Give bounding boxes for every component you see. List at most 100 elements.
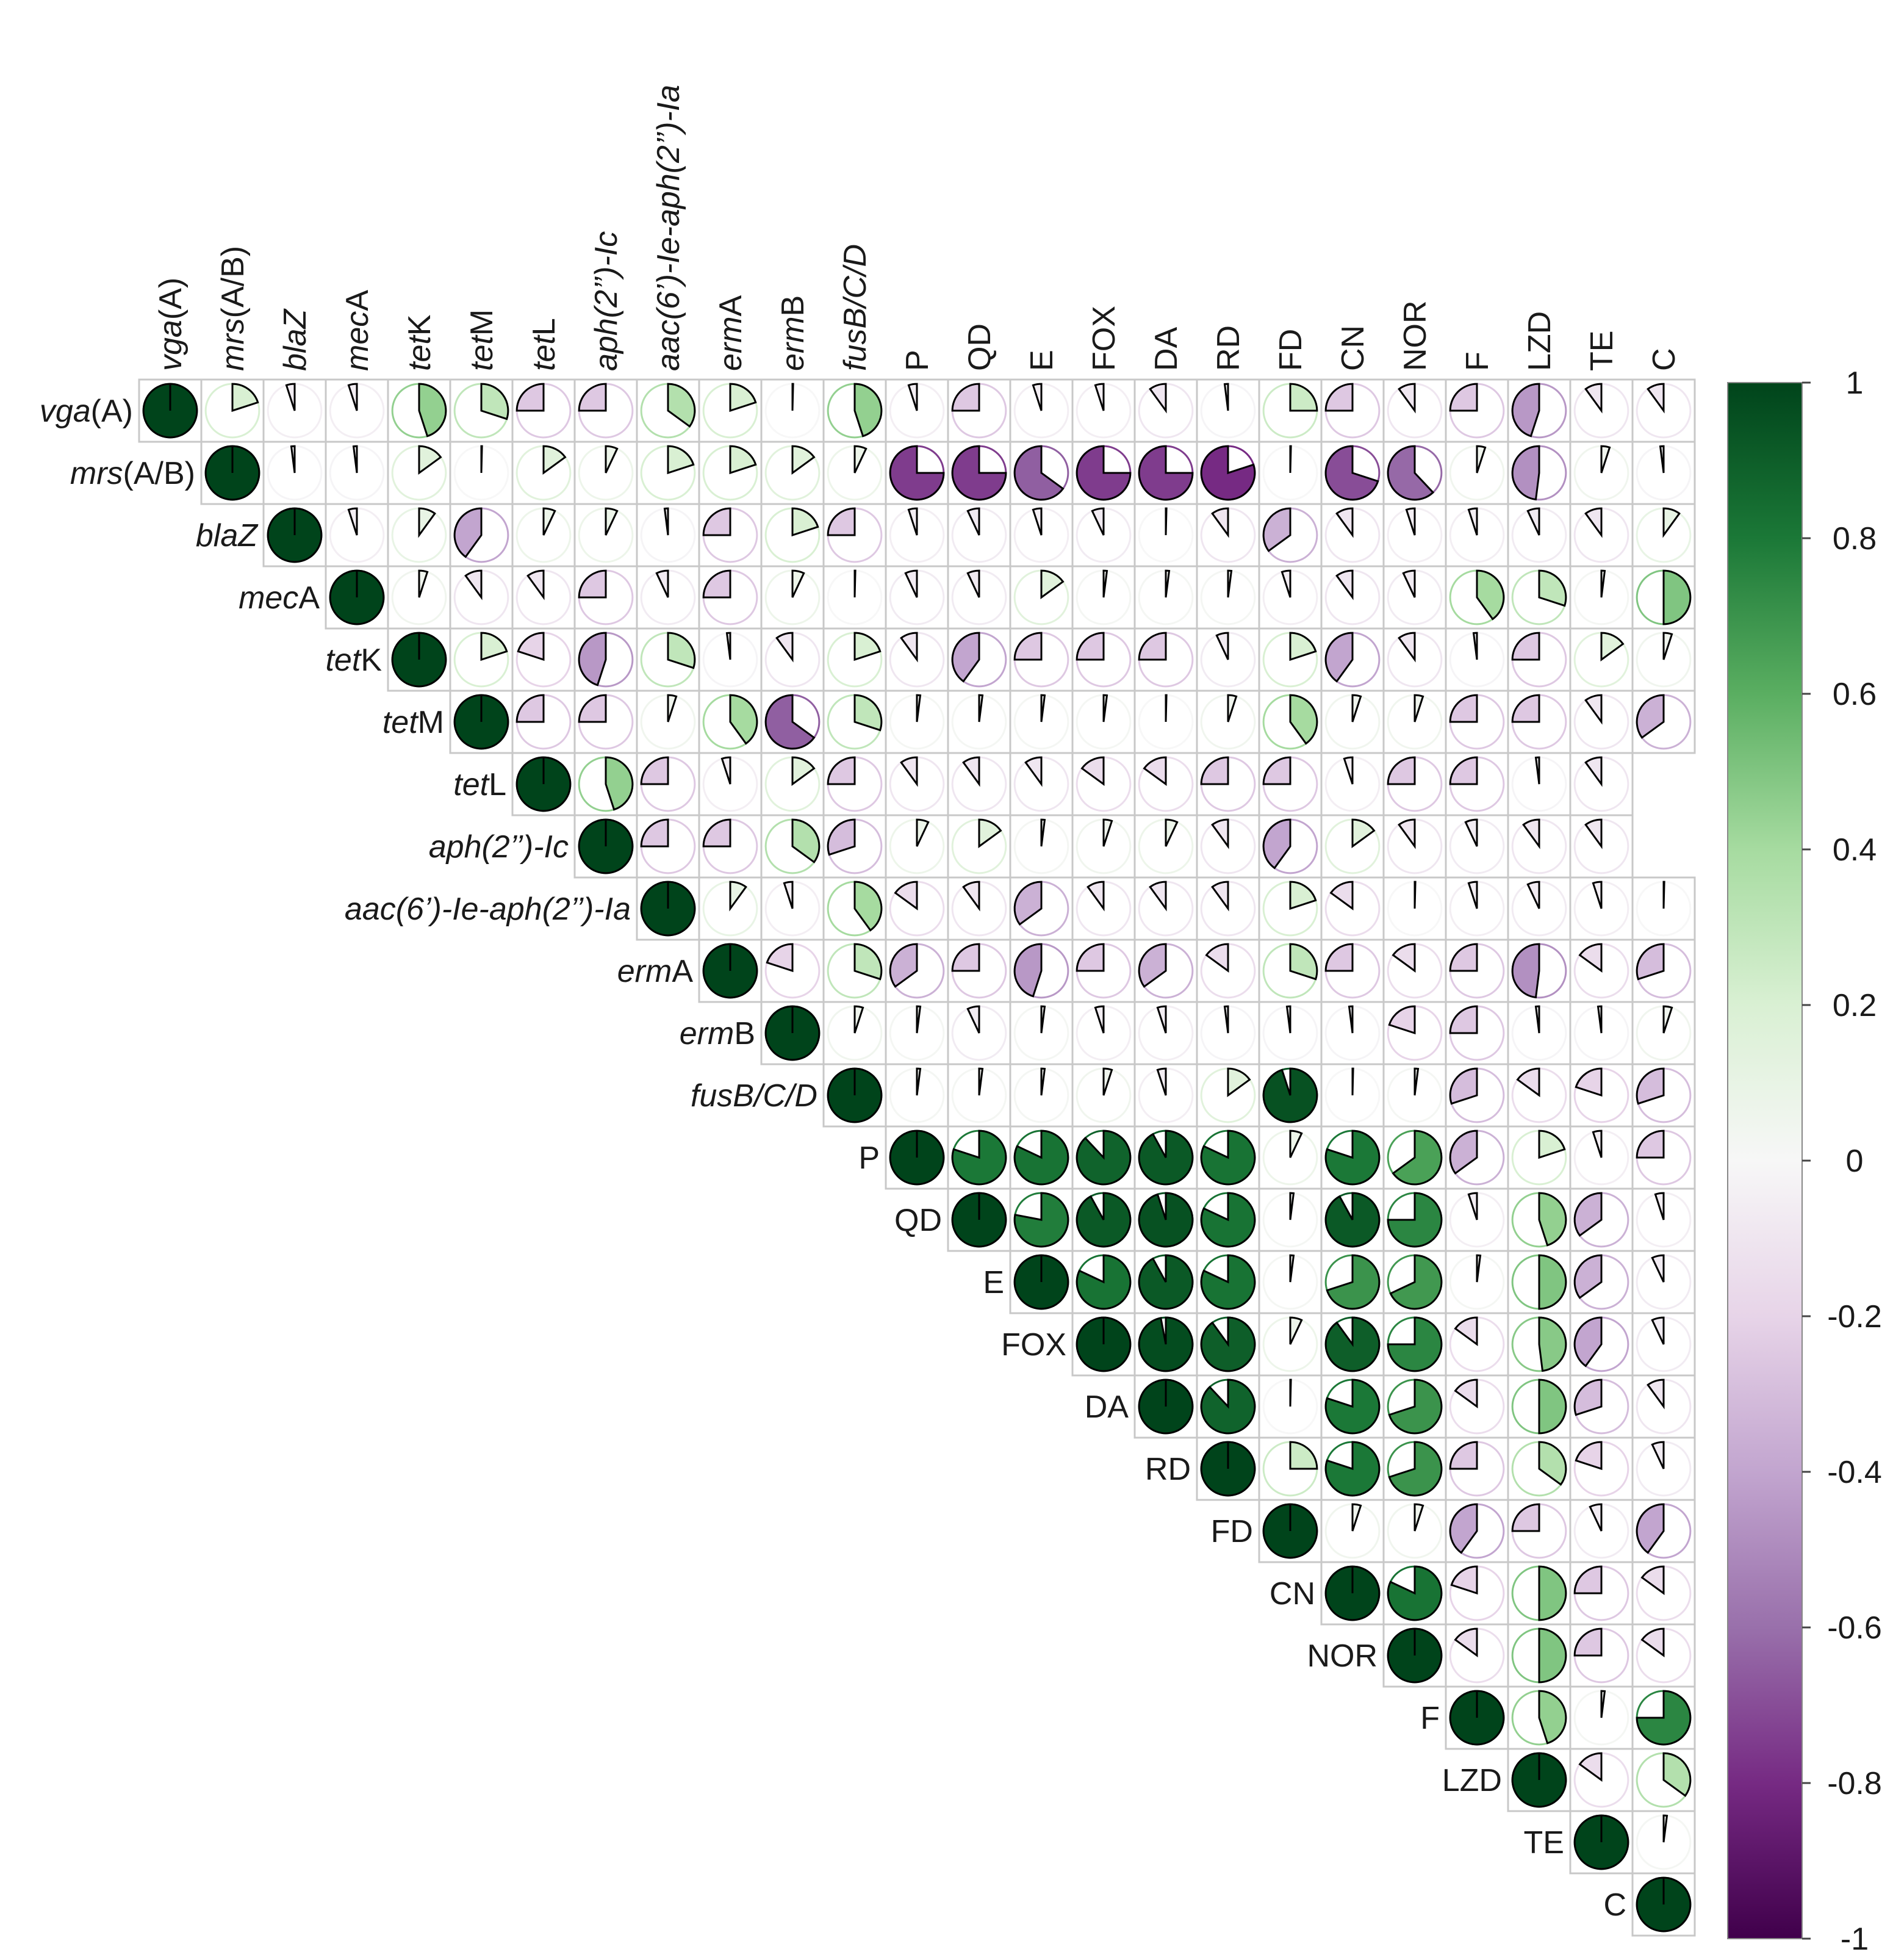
pie-slice: [1094, 1005, 1105, 1034]
colorbar-tick-label: 0.8: [1833, 521, 1877, 557]
correlation-cell-QD-NOR: [1382, 1187, 1447, 1252]
correlation-cell-ermA-FD: [1258, 939, 1323, 1003]
pie-slice: [900, 756, 918, 787]
correlation-cell-tetK-C: [1631, 627, 1696, 692]
pie-slice: [729, 383, 757, 413]
correlation-cell-mecA-LZD: [1507, 565, 1572, 630]
correlation-cell-mrs(A/B)-mecA: [325, 441, 389, 505]
correlation-cell-aac(6’)-Ie-aph(2’’)-Ia-fusB/C/D: [822, 876, 887, 941]
pie-slice: [352, 445, 358, 474]
column-label-LZD: LZD: [1522, 311, 1557, 371]
correlation-cell-ermA-QD: [947, 939, 1011, 1003]
correlation-cell-P-FOX: [1071, 1125, 1136, 1190]
correlation-cell-tetM-QD: [947, 690, 1011, 754]
correlation-cell-FOX-DA: [1133, 1312, 1198, 1377]
correlation-cell-mecA-C: [1631, 565, 1696, 630]
pie-slice: [1165, 818, 1179, 847]
correlation-cell-blaZ-QD: [947, 503, 1011, 567]
correlation-cell-tetM-FD: [1258, 690, 1323, 754]
correlation-cell-tetM-E: [1009, 690, 1074, 754]
pie-slice: [1289, 445, 1292, 474]
pie-slice: [1538, 1627, 1567, 1684]
pie-slice: [1511, 943, 1540, 999]
pie-slice: [1262, 756, 1291, 785]
pie-slice: [889, 445, 945, 501]
correlation-cell-mecA-tetK: [387, 565, 451, 630]
pie-slice: [1573, 1192, 1603, 1237]
row-label-TE: TE: [1524, 1825, 1564, 1861]
pie-slice: [1076, 1192, 1132, 1248]
pie-slice: [1651, 1441, 1665, 1469]
pie-slice: [1087, 881, 1105, 912]
pie-slice: [1156, 1005, 1167, 1034]
pie-slice: [655, 569, 669, 598]
correlation-cell-tetL-tetL: [511, 752, 576, 816]
correlation-cell-ermB-QD: [947, 1001, 1011, 1065]
pie-slice: [1538, 1378, 1567, 1435]
pie-slice: [1413, 1503, 1424, 1532]
pie-slice: [1387, 445, 1435, 501]
pie-slice: [1040, 818, 1046, 847]
row-label-fusB/C/D: fusB/C/D: [691, 1078, 817, 1114]
pie-slice: [542, 507, 556, 536]
correlation-cell-LZD-TE: [1569, 1748, 1634, 1812]
correlation-cell-tetM-tetL: [511, 690, 576, 754]
pie-slice: [1138, 943, 1167, 988]
pie-slice: [827, 818, 856, 856]
pie-slice: [1662, 569, 1692, 625]
correlation-cell-F-C: [1631, 1685, 1696, 1750]
column-label-ermB: ermB: [775, 295, 811, 371]
pie-slice: [766, 943, 794, 973]
pie-slice: [1454, 1316, 1478, 1346]
correlation-cell-fusB/C/D-FOX: [1071, 1063, 1136, 1128]
correlation-cell-vga(A)-NOR: [1382, 378, 1447, 443]
correlation-cell-QD-C: [1631, 1187, 1696, 1252]
correlation-cell-RD-CN: [1320, 1436, 1385, 1501]
correlation-cell-vga(A)-vga(A): [138, 378, 203, 443]
row-label-tetM: tetM: [383, 705, 444, 740]
correlation-cell-mecA-ermA: [698, 565, 763, 630]
correlation-cell-vga(A)-blaZ: [262, 378, 327, 443]
pie-slice: [1398, 632, 1416, 663]
pie-slice: [1200, 1130, 1256, 1186]
column-labels: vga(A) mrs(A/B) blaZ mecA tetK tetM tetL aph(2’…: [153, 85, 1682, 371]
pie-slice: [605, 507, 619, 536]
pie-slice: [1335, 569, 1354, 600]
correlation-cell-tetM-LZD: [1507, 690, 1572, 754]
correlation-cell-tetM-aac(6’)-Ie-aph(2’’)-Ia: [636, 690, 700, 754]
correlation-cell-mrs(A/B)-TE: [1569, 441, 1634, 505]
colorbar-tick-label: -0.6: [1827, 1610, 1882, 1646]
pie-slice: [1534, 756, 1540, 785]
pie-slice: [764, 694, 816, 750]
correlation-cell-tetM-C: [1631, 690, 1696, 754]
correlation-cell-blaZ-aph(2’’)-Ic: [573, 503, 638, 567]
correlation-cell-aac(6’)-Ie-aph(2’’)-Ia-FOX: [1071, 876, 1136, 941]
correlation-cell-FOX-CN: [1320, 1312, 1385, 1377]
correlation-cell-aac(6’)-Ie-aph(2’’)-Ia-C: [1631, 876, 1696, 941]
pie-slice: [464, 569, 483, 600]
correlation-cell-tetM-RD: [1196, 690, 1260, 754]
colorbar-legend: 1 0.8 0.6 0.4 0.2 0 -0.2 -0.4 -0.6 -0.8 -1: [1727, 366, 1882, 1957]
correlation-cell-ermB-DA: [1133, 1001, 1198, 1065]
correlation-cell-tetK-DA: [1133, 627, 1198, 692]
correlation-pies: [138, 378, 1696, 1937]
pie-slice: [1013, 943, 1043, 998]
column-label-E: E: [1024, 350, 1060, 371]
pie-slice: [347, 383, 358, 411]
pie-slice: [1324, 1192, 1381, 1248]
pie-slice: [962, 881, 980, 912]
correlation-cell-mrs(A/B)-LZD: [1507, 441, 1572, 505]
correlation-cell-FOX-F: [1445, 1312, 1509, 1377]
pie-slice: [1538, 1316, 1567, 1372]
correlation-cell-blaZ-aac(6’)-Ie-aph(2’’)-Ia: [636, 503, 700, 567]
correlation-cell-tetL-FD: [1258, 752, 1323, 816]
pie-slice: [1651, 1254, 1665, 1283]
correlation-cell-LZD-LZD: [1507, 1748, 1572, 1812]
pie-slice: [1138, 1130, 1194, 1186]
correlation-cell-vga(A)-ermA: [698, 378, 763, 443]
pie-slice: [1024, 756, 1043, 787]
correlation-cell-vga(A)-C: [1631, 378, 1696, 443]
pie-slice: [1584, 756, 1603, 787]
pie-slice: [1578, 1752, 1603, 1782]
